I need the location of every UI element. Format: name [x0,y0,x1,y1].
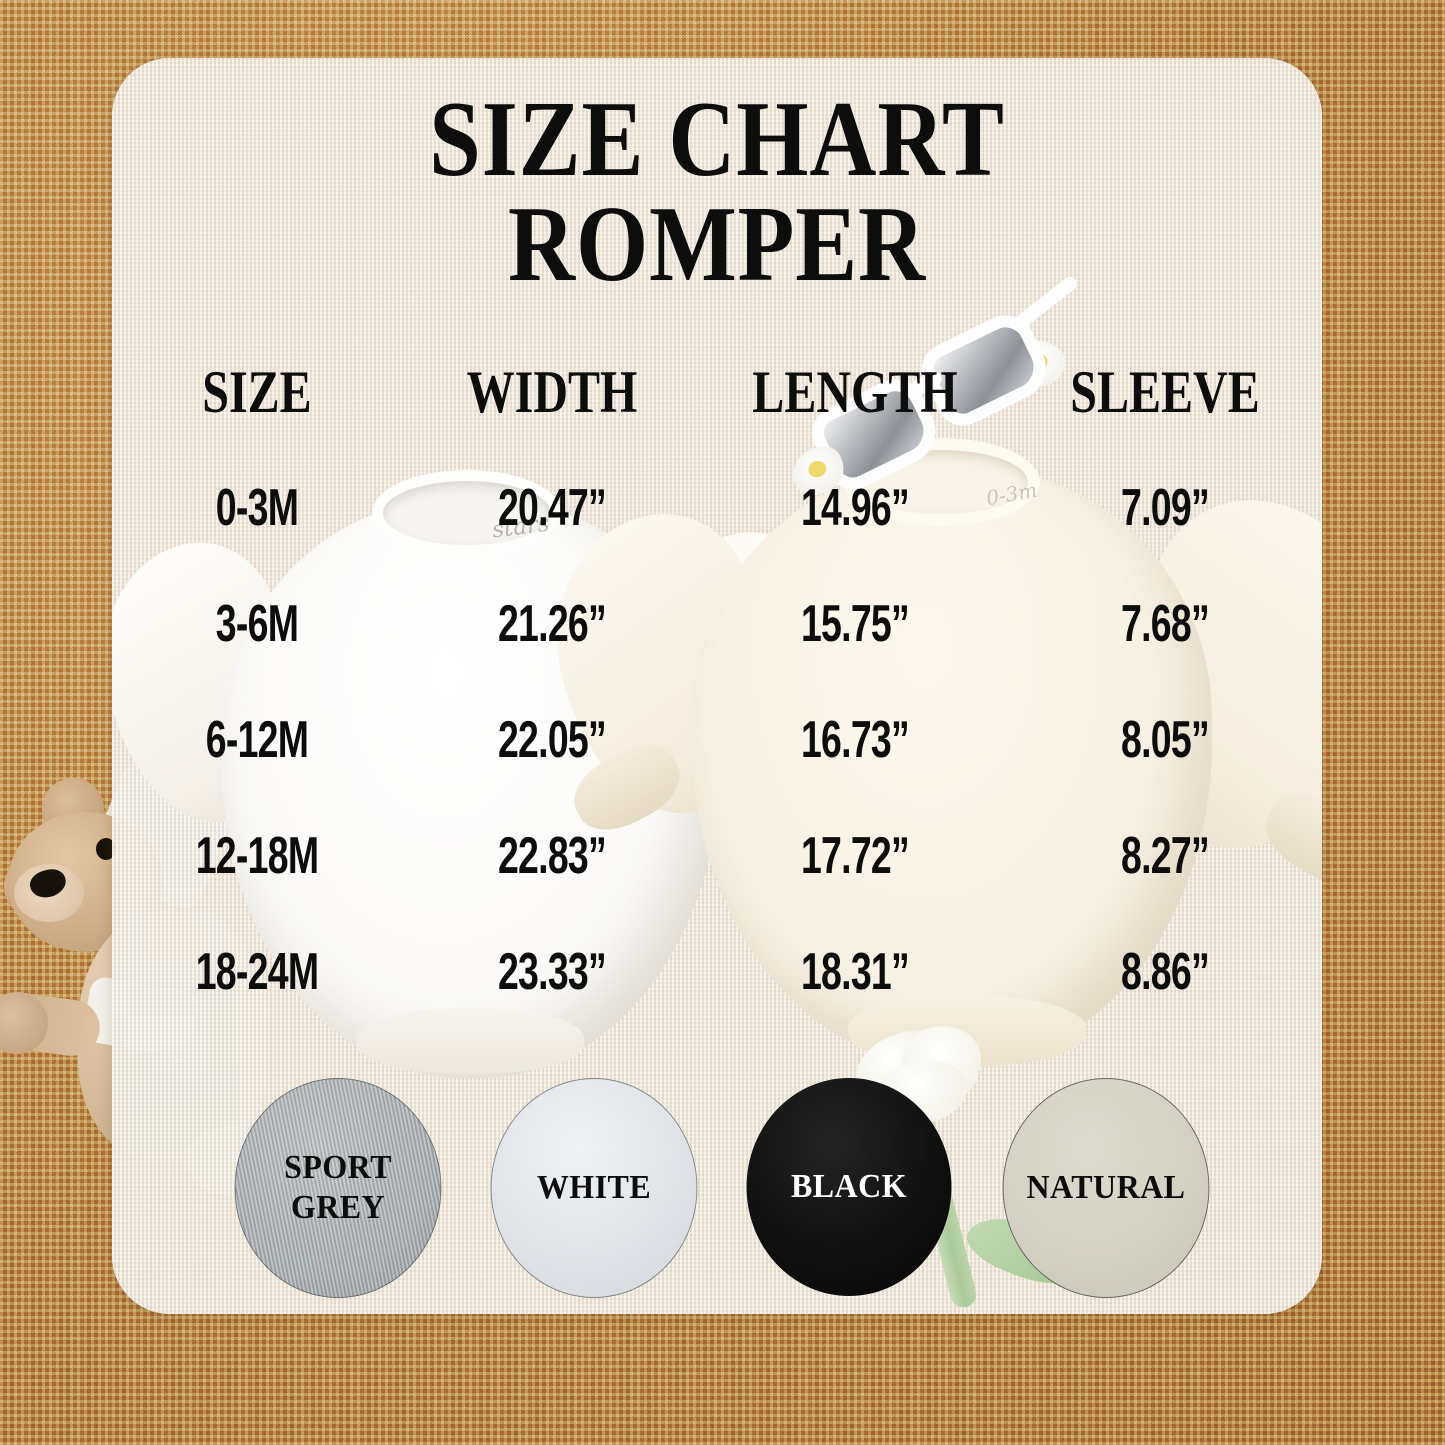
chart-ink-layer: SIZE CHART ROMPER SIZE WIDTH LENGTH SLEE… [112,58,1322,1314]
swatch-label-line1: SPORT [284,1148,392,1186]
cell-sleeve: 8.86” [1121,943,1210,1001]
romper-white-collar [372,470,562,556]
cell-length: 15.75” [800,595,910,653]
cell-sleeve: 8.05” [1121,711,1210,769]
cell-sleeve: 7.68” [1121,595,1210,653]
cell-size: 12-18M [195,827,319,885]
cell-width: 22.83” [497,827,607,885]
cell-size: 3-6M [215,595,299,653]
cell-width: 21.26” [497,595,607,653]
color-swatch-natural[interactable]: NATURAL [1002,1078,1210,1298]
table-header-row: SIZE WIDTH LENGTH SLEEVE [112,358,1322,427]
cell-size: 0-3M [215,479,299,537]
table-row: 6-12M 22.05” 16.73” 8.05” [112,710,1322,770]
swatch-label-line1: WHITE [536,1168,652,1206]
cell-size: 6-12M [205,711,309,769]
column-header-length: LENGTH [752,359,958,425]
page-title: SIZE CHART ROMPER [197,80,1238,304]
cell-sleeve: 7.09” [1121,479,1210,537]
bear-paw [0,992,48,1054]
column-header-sleeve: SLEEVE [1070,359,1260,425]
column-header-width: WIDTH [466,359,638,425]
table-row: 18-24M 23.33” 18.31” 8.86” [112,942,1322,1002]
bear-eye [96,838,116,860]
romper-cream-body [692,468,1212,1064]
swatch-label-line1: BLACK [790,1167,908,1205]
cell-length: 18.31” [800,943,910,1001]
romper-cream: 0-3m [532,424,1322,1104]
swatch-label-line1: NATURAL [1026,1168,1186,1206]
size-chart-card: stars 0-3m [112,58,1322,1314]
cell-width: 20.47” [497,479,607,537]
cell-width: 22.05” [497,711,607,769]
cell-size: 18-24M [195,943,319,1001]
color-swatch-sport-grey[interactable]: SPORT GREY [234,1078,442,1298]
cell-sleeve: 8.27” [1121,827,1210,885]
color-swatch-black[interactable]: BLACK [746,1078,952,1296]
color-swatch-white[interactable]: WHITE [490,1078,698,1298]
cell-length: 16.73” [800,711,910,769]
page-title-line1: SIZE CHART [429,80,1005,199]
table-row: 12-18M 22.83” 17.72” 8.27” [112,826,1322,886]
cell-width: 23.33” [497,943,607,1001]
column-header-size: SIZE [202,359,312,425]
cell-length: 14.96” [800,479,910,537]
table-row: 3-6M 21.26” 15.75” 7.68” [112,594,1322,654]
table-row: 0-3M 20.47” 14.96” 7.09” [112,478,1322,538]
cell-length: 17.72” [800,827,910,885]
romper-white-hem [356,1008,584,1074]
page-title-line2: ROMPER [508,184,926,304]
swatch-label-line2: GREY [290,1189,386,1226]
